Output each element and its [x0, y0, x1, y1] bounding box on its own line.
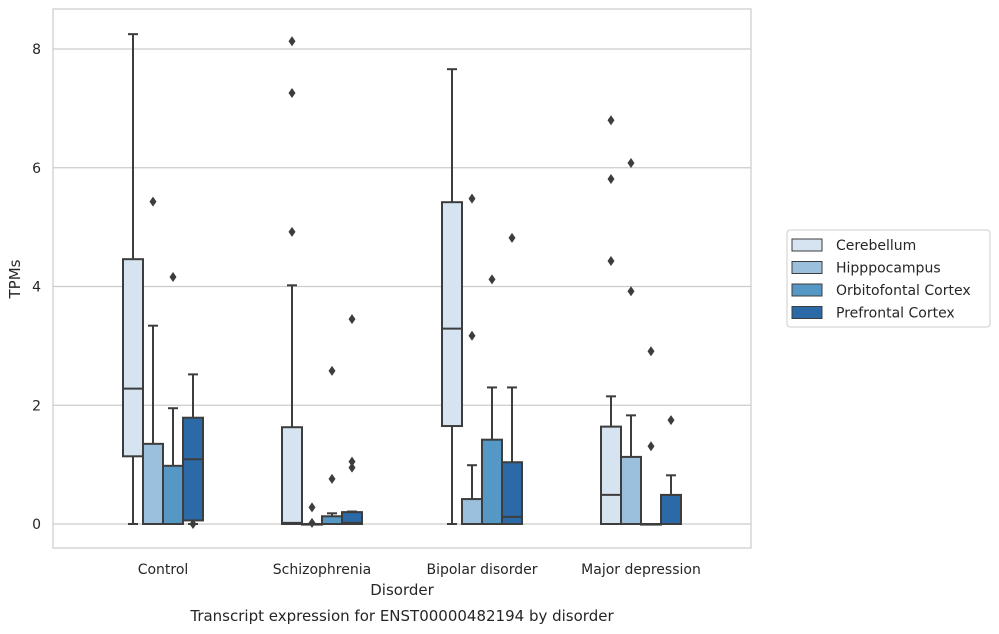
outlier-point [647, 441, 655, 452]
legend-swatch [791, 283, 823, 297]
outlier-point [647, 346, 655, 357]
outlier-point [607, 255, 615, 266]
box [142, 196, 164, 525]
outlier-point [508, 232, 516, 243]
box-iqr [321, 515, 343, 525]
x-tick-label: Schizophrenia [273, 562, 371, 578]
y-tick-label: 2 [32, 398, 41, 414]
outlier-point [169, 272, 177, 282]
y-tick-label: 0 [32, 517, 41, 533]
outlier-point [468, 193, 476, 204]
outlier-point [348, 456, 356, 467]
outlier-point [288, 226, 296, 237]
box [122, 33, 144, 525]
box [281, 36, 303, 525]
y-axis-title: TPMs [6, 259, 24, 299]
outlier-point [627, 286, 635, 297]
x-tick-label: Control [138, 562, 189, 578]
outlier-point [189, 519, 197, 529]
x-tick-label: Bipolar disorder [426, 562, 537, 578]
box [660, 415, 682, 525]
legend: Cerebellum Hipppocampus Orbitofontal Corte… [786, 229, 991, 328]
x-tick-labels: Control Schizophrenia Bipolar disorder Majo… [138, 562, 701, 578]
legend-label: Orbitofontal Cortex [836, 283, 971, 299]
box-iqr [162, 464, 184, 525]
box-iqr [600, 425, 622, 525]
outlier-point [308, 502, 316, 513]
box [182, 373, 204, 529]
legend-label: Prefrontal Cortex [836, 306, 955, 322]
box-iqr [461, 498, 483, 525]
box-iqr [620, 455, 642, 525]
legend-swatch [791, 238, 823, 252]
outlier-point [308, 517, 316, 528]
box-iqr [182, 416, 204, 522]
box-iqr [481, 438, 503, 525]
box-groups [122, 33, 682, 529]
outlier-point [328, 365, 336, 376]
series-prefrontal-cortex [182, 232, 682, 529]
y-tick-label: 8 [32, 42, 41, 58]
y-tick-label: 4 [32, 280, 41, 296]
box-iqr [441, 201, 463, 428]
box-iqr [341, 511, 363, 525]
outlier-point [328, 473, 336, 484]
outlier-point [288, 36, 296, 47]
chart-caption: Transcript expression for ENST0000048219… [189, 607, 614, 625]
series-orbitofontal-cortex [162, 272, 662, 526]
y-tick-label: 6 [32, 161, 41, 177]
x-tick-label: Major depression [581, 562, 701, 578]
legend-swatch [791, 306, 823, 319]
legend-frame [786, 229, 991, 328]
box-iqr [660, 493, 682, 525]
series-hipppocampus [142, 158, 642, 528]
legend-swatch [791, 261, 823, 274]
legend-label: Cerebellum [836, 238, 916, 254]
box [501, 232, 523, 525]
x-axis-title: Disorder [370, 581, 434, 599]
box-iqr [281, 426, 303, 525]
box-iqr [501, 461, 523, 525]
outlier-point [667, 415, 675, 426]
outlier-point [149, 196, 157, 207]
outlier-point [468, 330, 476, 341]
legend-label: Hipppocampus [836, 261, 941, 277]
box [301, 502, 323, 528]
outlier-point [488, 274, 496, 285]
box [600, 115, 622, 525]
outlier-point [607, 115, 615, 126]
box-iqr [142, 442, 164, 525]
outlier-point [348, 314, 356, 325]
box-iqr [122, 258, 144, 458]
outlier-point [348, 462, 356, 473]
box [620, 158, 642, 525]
box [341, 314, 363, 525]
outlier-point [627, 158, 635, 168]
series-cerebellum [122, 33, 622, 525]
box [441, 68, 463, 525]
y-tick-labels: 0 2 4 6 8 [32, 42, 41, 533]
outlier-point [288, 87, 296, 98]
outlier-point [607, 174, 615, 185]
